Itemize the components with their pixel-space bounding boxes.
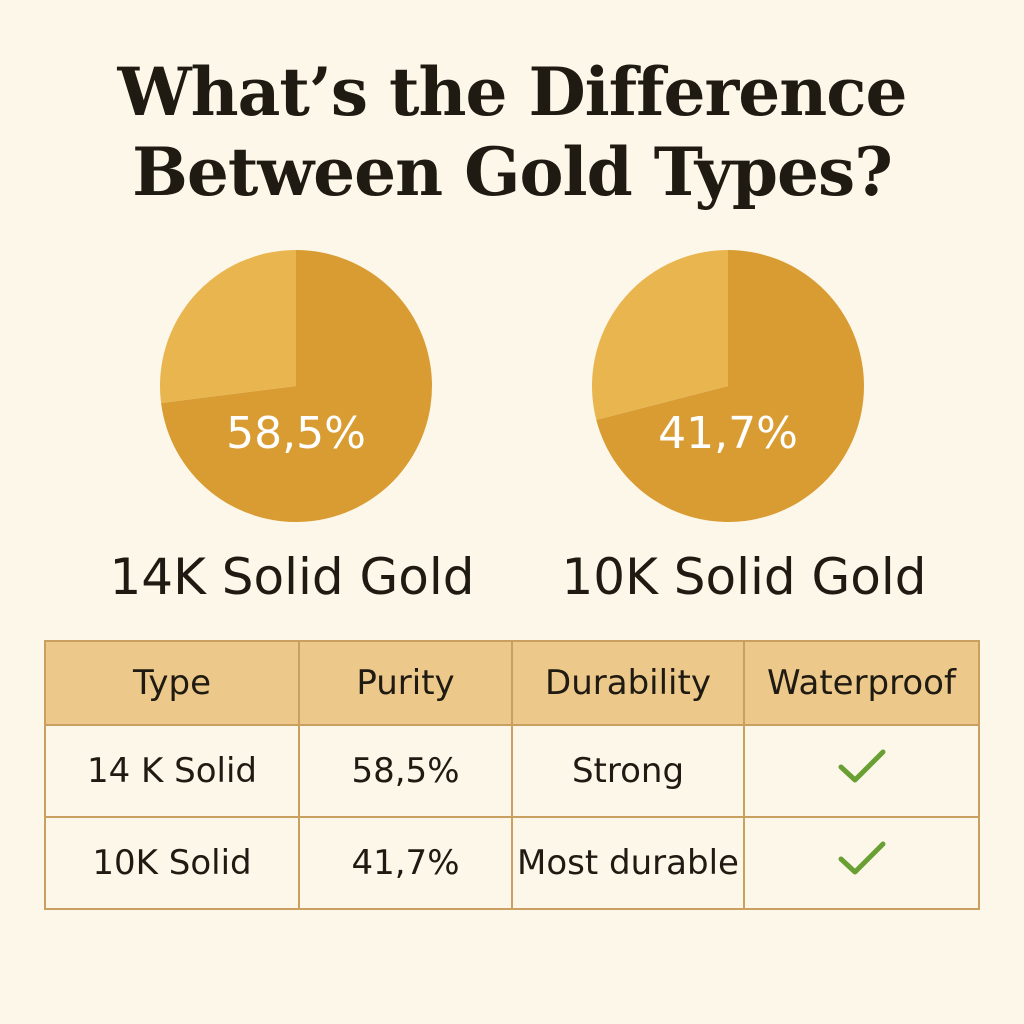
header-purity: Purity [298,640,513,726]
header-durability: Durability [511,640,745,726]
title-line-2: Between Gold Types? [132,133,893,211]
pie-chart-10k: 41,7% [590,248,866,524]
cell-type: 14 K Solid [44,724,300,818]
cell-waterproof [743,724,980,818]
pie-data-label: 58,5% [226,408,366,459]
pie-title-10k: 10K Solid Gold [561,548,927,606]
cell-durability: Strong [511,724,745,818]
pie-chart-14k: 58,5% [158,248,434,524]
cell-purity: 41,7% [298,816,513,910]
pie-slice-1 [592,250,728,420]
cell-type: 10K Solid [44,816,300,910]
table-row: 10K Solid 41,7% Most durable [44,816,980,910]
page-title: What’s the Difference Between Gold Types… [0,52,1024,212]
header-waterproof: Waterproof [743,640,980,726]
pie-slice-1 [160,250,296,404]
cell-durability: Most durable [511,816,745,910]
pie-title-14k: 14K Solid Gold [109,548,475,606]
check-icon [838,749,885,782]
table-header-row: Type Purity Durability Waterproof [44,640,980,726]
check-icon [838,841,885,874]
cell-waterproof [743,816,980,910]
title-line-1: What’s the Difference [117,53,908,131]
cell-purity: 58,5% [298,724,513,818]
pie-slice-0 [596,250,864,522]
comparison-table: Type Purity Durability Waterproof 14 K S… [44,640,980,910]
pie-data-label: 41,7% [658,408,798,459]
header-type: Type [44,640,300,726]
table-row: 14 K Solid 58,5% Strong [44,724,980,818]
pie-slice-0 [161,250,433,522]
